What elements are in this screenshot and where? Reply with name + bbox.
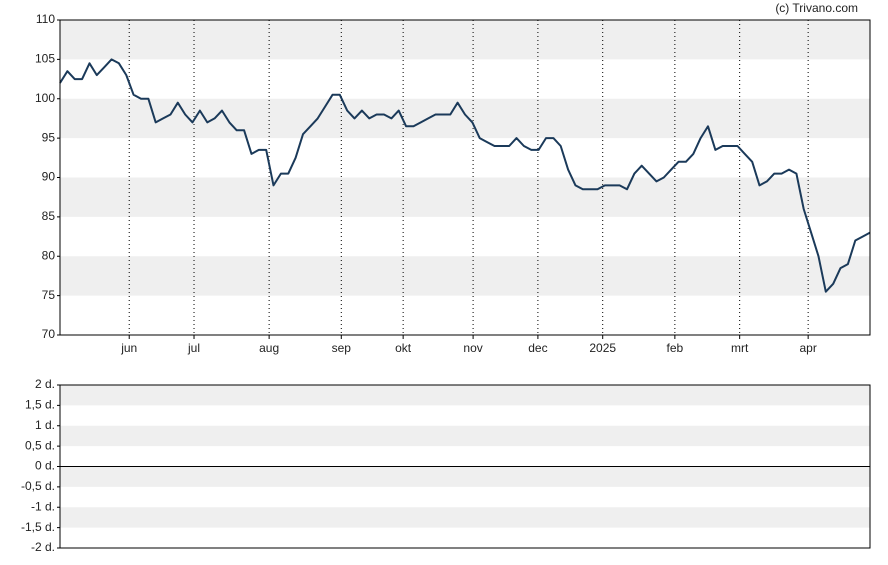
y-tick-label: 95 bbox=[42, 130, 56, 144]
grid-band bbox=[60, 256, 870, 296]
grid-band bbox=[60, 466, 870, 487]
x-tick-label: jul bbox=[187, 341, 200, 355]
plot-frame bbox=[59, 384, 871, 549]
x-tick-label: okt bbox=[395, 341, 412, 355]
y-tick-label: 90 bbox=[42, 170, 56, 184]
grid-band bbox=[60, 177, 870, 217]
x-tick-label: dec bbox=[528, 341, 547, 355]
x-tick-label: apr bbox=[799, 341, 816, 355]
grid-band bbox=[60, 385, 870, 406]
price-line bbox=[59, 58, 871, 293]
y-tick-label: 1,5 d. bbox=[25, 398, 55, 412]
y-tick-label: 1 d. bbox=[35, 418, 55, 432]
y-tick-label: 0 d. bbox=[35, 459, 55, 473]
y-tick-label: 105 bbox=[35, 52, 55, 66]
x-tick-label: sep bbox=[332, 341, 352, 355]
plot-frame bbox=[59, 19, 871, 336]
y-tick-label: 85 bbox=[42, 209, 56, 223]
grid-band bbox=[60, 425, 870, 447]
attribution: (c) Trivano.com bbox=[775, 1, 858, 15]
x-tick-label: feb bbox=[667, 341, 684, 355]
y-tick-label: -0,5 d. bbox=[21, 479, 55, 493]
grid-band bbox=[60, 98, 870, 139]
y-tick-label: 110 bbox=[36, 12, 55, 26]
x-tick-label: aug bbox=[259, 341, 279, 355]
x-tick-label: nov bbox=[463, 341, 482, 355]
x-tick-label: 2025 bbox=[589, 341, 616, 355]
y-tick-label: 70 bbox=[42, 327, 56, 341]
y-tick-label: -1 d. bbox=[31, 499, 55, 513]
x-tick-label: mrt bbox=[731, 341, 749, 355]
y-tick-label: 80 bbox=[42, 248, 56, 262]
grid-band bbox=[60, 20, 870, 60]
y-tick-label: 75 bbox=[42, 288, 56, 302]
y-tick-label: 2 d. bbox=[35, 377, 55, 391]
y-tick-label: 0,5 d. bbox=[25, 438, 55, 452]
y-tick-label: -2 d. bbox=[31, 540, 55, 554]
y-tick-label: -1,5 d. bbox=[21, 520, 55, 534]
grid-band bbox=[60, 507, 870, 528]
x-tick-label: jun bbox=[120, 341, 137, 355]
y-tick-label: 100 bbox=[35, 91, 55, 105]
